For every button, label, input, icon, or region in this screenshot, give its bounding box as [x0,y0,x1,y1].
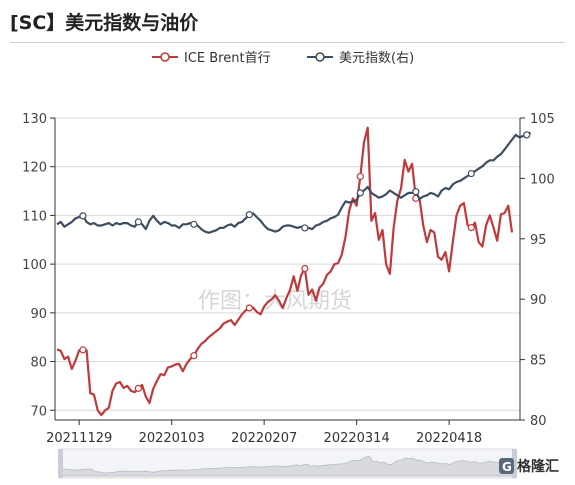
logo-text: 格隆汇 [517,458,559,475]
left-tick-label: 80 [30,356,47,371]
dxy-point[interactable] [523,131,531,139]
logo-mark-letter: G [502,460,512,474]
x-tick-label: 20220314 [324,431,390,446]
dxy-point[interactable] [134,218,142,226]
legend-dxy-marker [315,52,325,62]
brent-point[interactable] [79,346,87,354]
series-layer [56,126,532,417]
range-slider[interactable] [58,448,517,479]
legend-item-dxy[interactable]: 美元指数(右) [307,51,414,66]
brent-line[interactable] [56,126,514,417]
legend-brent-label: ICE Brent首行 [184,51,271,66]
right-tick-label: 100 [530,172,555,187]
dxy-point[interactable] [356,189,364,197]
logo: G 格隆汇 [499,458,559,475]
right-tick-label: 90 [530,293,547,308]
slider-handle-left[interactable] [58,449,63,478]
dxy-point[interactable] [245,211,253,219]
legend-item-brent[interactable]: ICE Brent首行 [152,51,271,66]
x-tick-label: 20220418 [416,431,482,446]
right-tick-label: 105 [530,112,555,127]
left-axis: 70 80 90 100 110 120 130 [22,112,55,419]
brent-point[interactable] [190,352,198,360]
left-tick-label: 90 [30,307,47,322]
left-tick-label: 120 [22,161,47,176]
legend-brent-marker [160,52,170,62]
x-tick-label: 20211129 [46,431,112,446]
left-tick-label: 130 [22,112,47,127]
dxy-point[interactable] [190,220,198,228]
slider-handle-right[interactable] [512,449,517,478]
chart-title: [SC】美元指数与油价 [10,12,199,34]
slider-preview-area [61,455,513,477]
brent-point[interactable] [356,172,364,181]
right-tick-label: 85 [530,354,547,369]
dxy-point[interactable] [79,212,87,220]
dxy-line[interactable] [56,131,532,234]
left-tick-label: 70 [30,404,47,419]
brent-point[interactable] [301,264,309,273]
dxy-point[interactable] [301,224,309,232]
brent-point[interactable] [245,304,253,312]
brent-point[interactable] [467,223,475,232]
dxy-point[interactable] [412,188,420,196]
right-axis: 80 85 90 95 100 105 [520,112,555,429]
watermark: 作图：大风期货 [198,289,352,314]
legend-dxy-label: 美元指数(右) [339,51,414,66]
brent-point[interactable] [134,384,142,392]
gridlines [55,117,520,411]
x-tick-label: 20220207 [231,431,297,446]
left-tick-label: 100 [22,258,47,273]
x-tick-label: 20220103 [139,431,205,446]
right-tick-label: 95 [530,233,547,248]
right-tick-label: 80 [530,414,547,429]
x-axis: 20211129 20220103 20220207 20220314 20220418 [46,420,482,446]
dxy-point[interactable] [467,169,475,178]
legend: ICE Brent首行 美元指数(右) [152,51,414,66]
left-tick-label: 110 [22,209,47,224]
title-divider [10,42,565,43]
logo-mark [499,458,514,474]
